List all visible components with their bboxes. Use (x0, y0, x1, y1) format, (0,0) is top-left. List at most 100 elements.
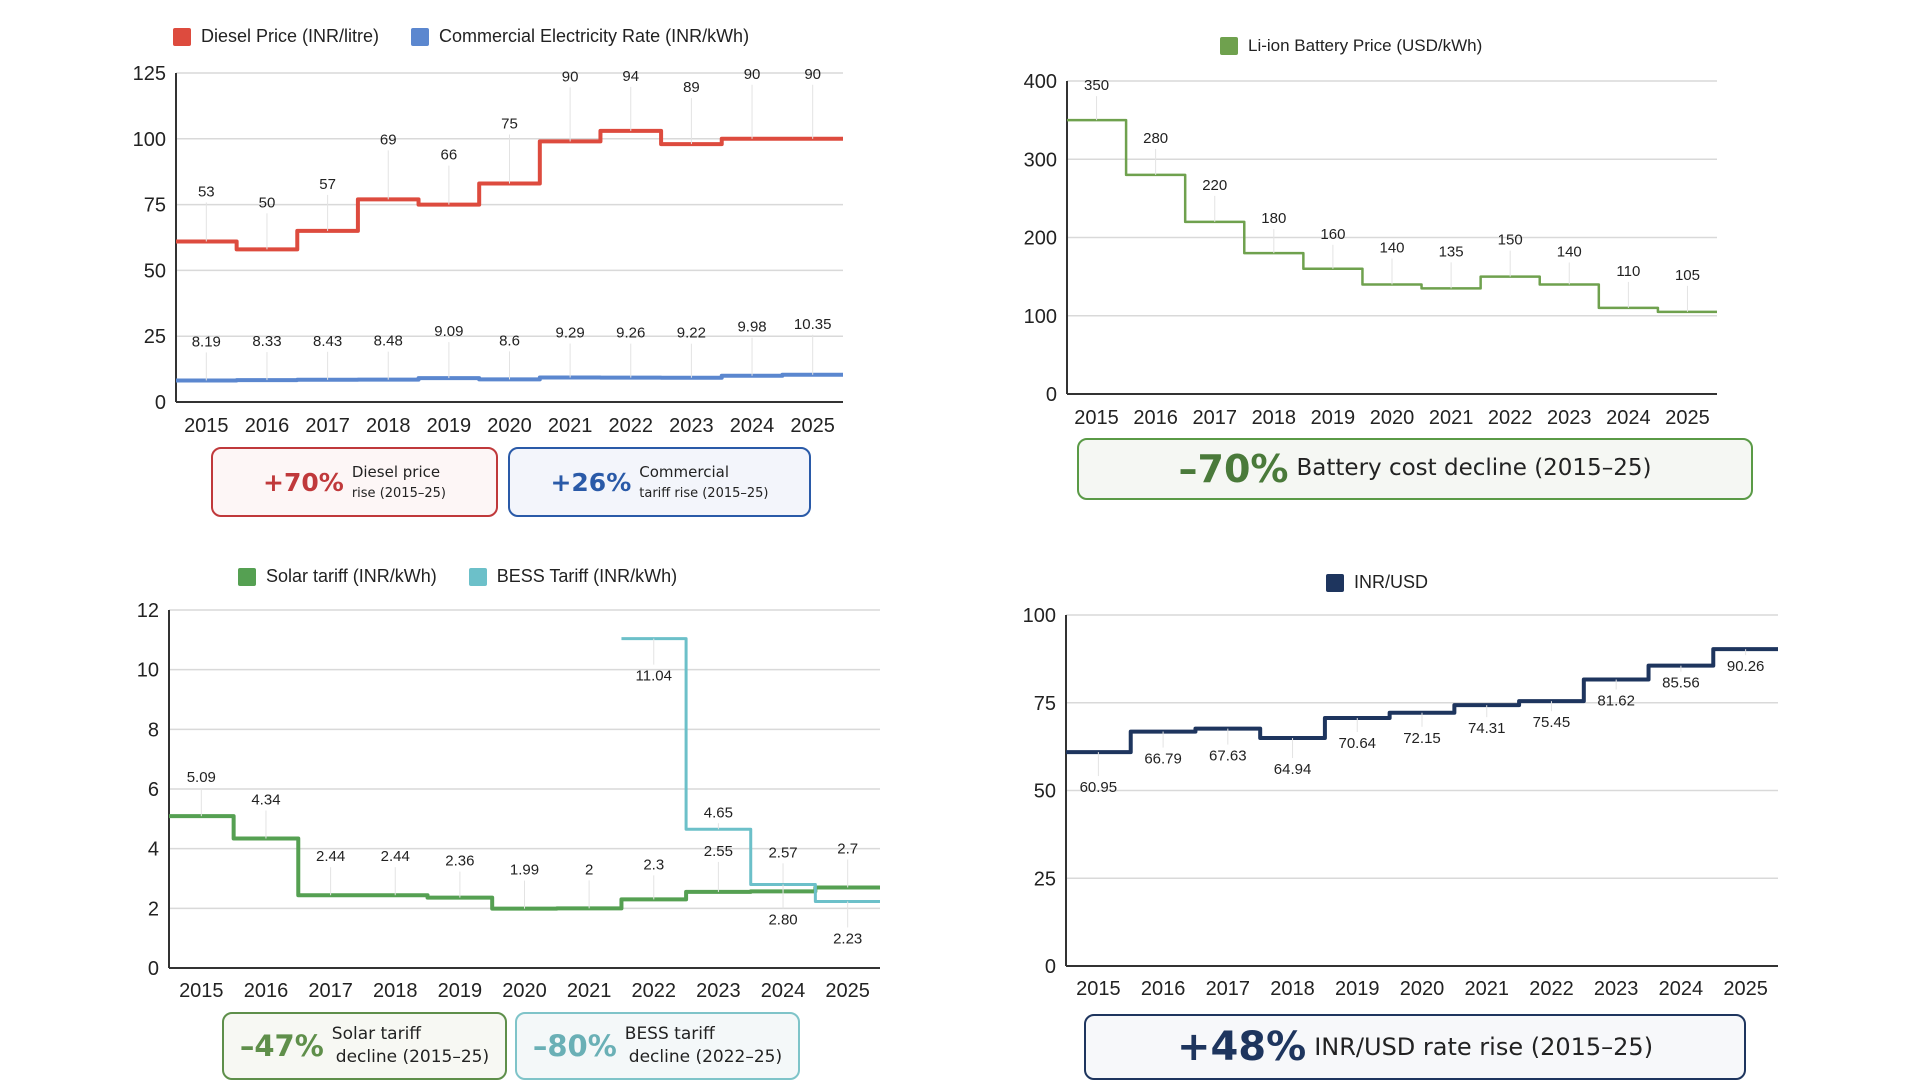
legend-swatch-solar (238, 567, 256, 586)
y-tick-label: 100 (1024, 306, 1057, 328)
data-label: 350 (1084, 77, 1109, 94)
data-label: 75 (501, 116, 518, 133)
legend-label-bess: BESS Tariff (INR/kWh) (496, 566, 678, 586)
x-tick-label: 2023 (669, 415, 714, 437)
callout-battery-pct: –70% (1178, 447, 1289, 491)
data-label: 64.94 (1274, 761, 1312, 778)
y-tick-label: 100 (1023, 605, 1056, 627)
y-tick-label: 0 (155, 392, 166, 414)
data-label: 9.98 (737, 319, 766, 336)
x-tick-label: 2018 (1252, 407, 1297, 429)
x-tick-label: 2015 (179, 980, 224, 1002)
y-tick-label: 25 (144, 326, 166, 348)
data-label: 8.48 (374, 333, 403, 350)
legend-label-inr: INR/USD (1354, 572, 1429, 592)
data-label: 2.44 (381, 848, 410, 865)
data-label: 74.31 (1468, 720, 1506, 737)
data-label: 2.80 (768, 911, 797, 928)
y-tick-label: 400 (1024, 71, 1057, 93)
x-tick-label: 2018 (1270, 978, 1315, 1000)
callout-diesel-pct: +70% (263, 467, 344, 497)
x-tick-label: 2025 (790, 415, 835, 437)
x-tick-label: 2023 (1594, 978, 1639, 1000)
callout-bess-pct: –80% (532, 1029, 617, 1063)
data-label: 57 (319, 176, 336, 193)
data-label: 90 (562, 68, 579, 85)
x-tick-label: 2022 (632, 980, 677, 1002)
data-label: 280 (1143, 130, 1168, 147)
data-label: 2.3 (643, 856, 664, 873)
x-tick-label: 2017 (308, 980, 353, 1002)
legend-swatch-diesel (173, 27, 191, 46)
data-label: 140 (1557, 243, 1582, 260)
x-tick-label: 2021 (1464, 978, 1509, 1000)
x-tick-label: 2016 (1133, 407, 1178, 429)
x-tick-label: 2020 (1370, 407, 1415, 429)
data-label: 2.36 (445, 853, 474, 870)
y-tick-label: 50 (144, 260, 166, 282)
x-tick-label: 2016 (244, 980, 289, 1002)
callout-diesel-line2: rise (2015–25) (351, 485, 446, 501)
data-label: 8.19 (192, 333, 221, 350)
data-label: 90 (744, 66, 761, 83)
callout-bess-line1: BESS tariff (624, 1024, 715, 1045)
data-label: 50 (259, 194, 276, 211)
data-label: 9.26 (616, 325, 645, 342)
data-label: 94 (622, 68, 639, 85)
x-tick-label: 2020 (487, 415, 532, 437)
x-tick-label: 2025 (1665, 407, 1710, 429)
callout-solar: –47% Solar tariff decline (2015–25) (222, 1012, 507, 1080)
data-label: 4.65 (704, 804, 733, 821)
data-label: 220 (1202, 177, 1227, 194)
x-tick-label: 2021 (548, 415, 593, 437)
x-tick-label: 2016 (245, 415, 290, 437)
data-label: 85.56 (1662, 675, 1700, 692)
data-label: 53 (198, 183, 215, 200)
x-tick-label: 2015 (184, 415, 229, 437)
data-label: 5.09 (187, 769, 216, 786)
callout-inr: +48% INR/USD rate rise (2015–25) (1084, 1014, 1746, 1080)
y-tick-label: 25 (1034, 868, 1056, 890)
legend-label-diesel: Diesel Price (INR/litre) (201, 26, 380, 46)
legend-swatch-inr (1326, 573, 1344, 592)
data-label: 67.63 (1209, 748, 1247, 765)
data-label: 90.26 (1727, 658, 1765, 675)
data-label: 90 (804, 66, 821, 83)
x-tick-label: 2025 (1723, 978, 1768, 1000)
callout-tariff-pct: +26% (550, 467, 632, 497)
series-line-inr-usd (1066, 647, 1778, 755)
callout-diesel: +70% Diesel price rise (2015–25) (211, 447, 498, 517)
data-label: 2.57 (768, 844, 797, 861)
data-label: 8.33 (252, 333, 281, 350)
legend-item-diesel: Diesel Price (INR/litre) (173, 26, 379, 47)
data-label: 10.35 (794, 316, 832, 333)
legend-label-battery: Li-ion Battery Price (USD/kWh) (1248, 36, 1483, 55)
y-tick-label: 300 (1024, 149, 1057, 171)
y-tick-label: 0 (1045, 956, 1056, 978)
y-tick-label: 50 (1034, 781, 1056, 803)
data-label: 8.43 (313, 333, 342, 350)
legend-item-inr: INR/USD (1326, 572, 1428, 593)
callout-tariff-line1: Commercial (639, 462, 729, 481)
data-label: 150 (1498, 232, 1523, 249)
callout-bess: –80% BESS tariff decline (2022–25) (515, 1012, 800, 1080)
chart-fuel-electricity: 0 25 50 75 100 125 2015 2016 2017 2018 2019 2020 202… (133, 63, 843, 437)
callout-solar-pct: –47% (239, 1029, 324, 1063)
x-tick-label: 2023 (1547, 407, 1592, 429)
callout-bess-line2: decline (2022–25) (628, 1047, 783, 1067)
y-tick-label: 0 (148, 958, 159, 980)
x-tick-label: 2022 (609, 415, 654, 437)
x-tick-label: 2024 (1606, 407, 1651, 429)
callout-battery: –70% Battery cost decline (2015–25) (1077, 438, 1753, 500)
legend-item-solar: Solar tariff (INR/kWh) (238, 566, 437, 587)
data-label: 69 (380, 131, 397, 148)
data-label: 66 (441, 147, 458, 164)
x-tick-label: 2017 (1206, 978, 1251, 1000)
data-label: 70.64 (1338, 735, 1376, 752)
legend-solar-bess: Solar tariff (INR/kWh) BESS Tariff (INR/… (238, 566, 699, 587)
data-label: 8.6 (499, 332, 520, 349)
y-tick-label: 75 (1034, 693, 1056, 715)
y-tick-label: 10 (137, 660, 159, 682)
data-label: 140 (1379, 239, 1404, 256)
legend-inr: INR/USD (1326, 572, 1450, 593)
